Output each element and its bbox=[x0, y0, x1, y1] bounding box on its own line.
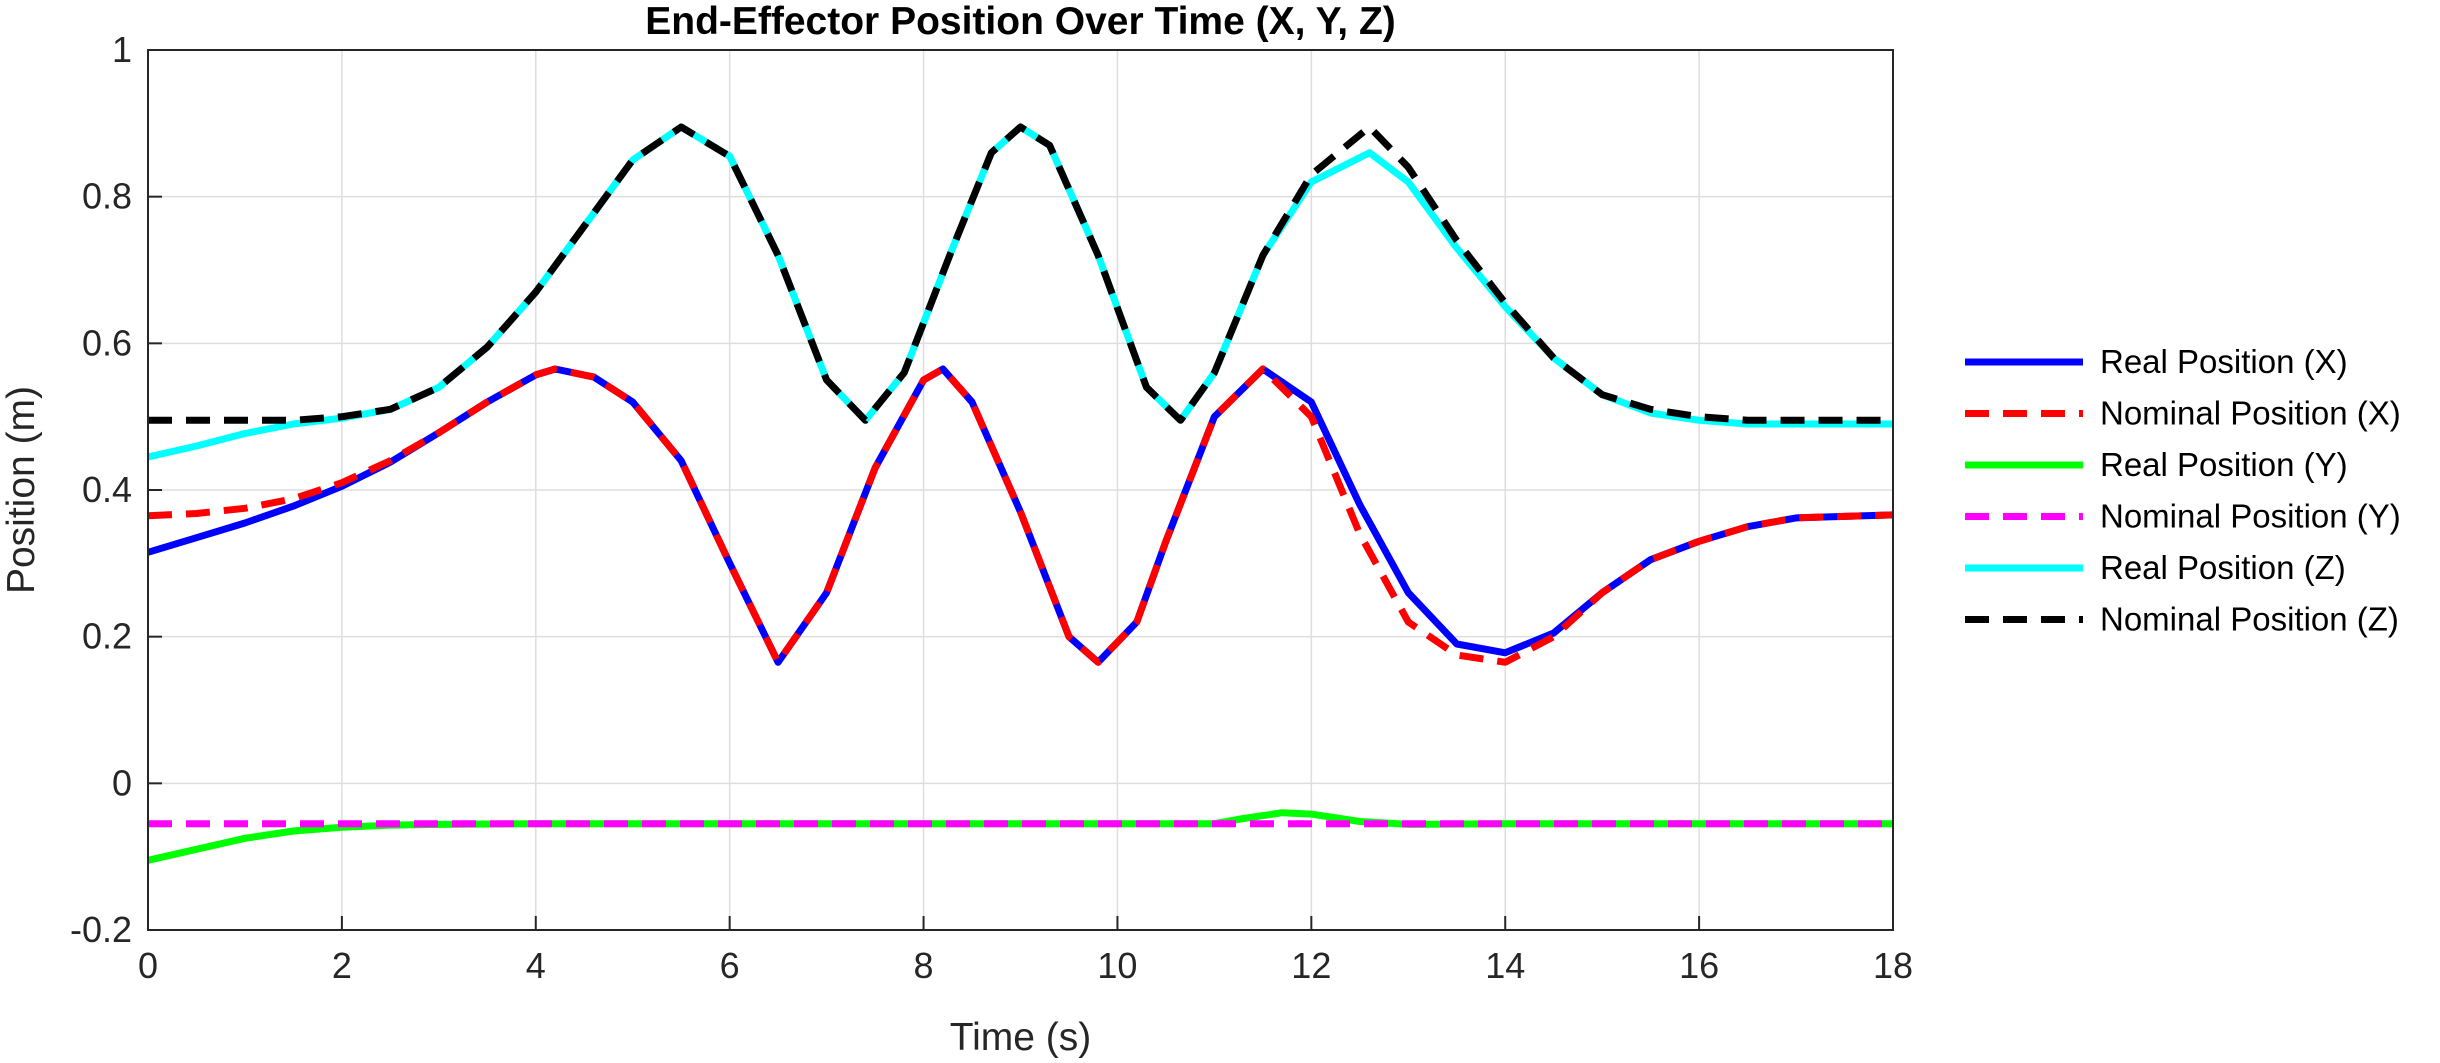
y-tick-label: 0.8 bbox=[82, 176, 132, 217]
y-tick-label: 0.2 bbox=[82, 616, 132, 657]
x-tick-label: 14 bbox=[1485, 945, 1525, 986]
y-tick-label: 0.4 bbox=[82, 469, 132, 510]
y-tick-label: 1 bbox=[112, 29, 132, 70]
axis-ticks: 0 2 4 6 8 10 12 14 16 18-0.200.20.40.60.81 bbox=[70, 29, 1913, 986]
chart-title: End-Effector Position Over Time (X, Y, Z… bbox=[645, 0, 1396, 43]
legend-label: Nominal Position (Y) bbox=[2100, 498, 2401, 535]
x-tick-label: 6 bbox=[720, 945, 740, 986]
x-tick-label: 18 bbox=[1873, 945, 1913, 986]
legend-label: Nominal Position (Z) bbox=[2100, 601, 2399, 638]
x-tick-label: 2 bbox=[332, 945, 352, 986]
legend-label: Real Position (Z) bbox=[2100, 549, 2346, 586]
legend: Real Position (X) Nominal Position (X) Rea… bbox=[1965, 343, 2401, 638]
legend-label: Real Position (Y) bbox=[2100, 446, 2348, 483]
x-axis-title: Time (s) bbox=[950, 1016, 1092, 1059]
legend-label: Nominal Position (X) bbox=[2100, 395, 2401, 432]
y-axis-title: Position (m) bbox=[0, 386, 43, 594]
x-tick-label: 10 bbox=[1097, 945, 1137, 986]
x-tick-label: 0 bbox=[138, 945, 158, 986]
series-line-nominal-position-z bbox=[148, 123, 1893, 424]
legend-label: Real Position (X) bbox=[2100, 343, 2348, 380]
y-tick-label: -0.2 bbox=[70, 909, 132, 950]
x-tick-label: 8 bbox=[914, 945, 934, 986]
x-tick-label: 12 bbox=[1291, 945, 1331, 986]
x-tick-label: 16 bbox=[1679, 945, 1719, 986]
series-line-nominal-position-x bbox=[147, 365, 1894, 666]
y-tick-label: 0.6 bbox=[82, 322, 132, 363]
series-line-real-position-y bbox=[147, 809, 1893, 864]
x-tick-label: 4 bbox=[526, 945, 546, 986]
plot-area bbox=[146, 123, 1894, 864]
y-tick-label: 0 bbox=[112, 762, 132, 803]
